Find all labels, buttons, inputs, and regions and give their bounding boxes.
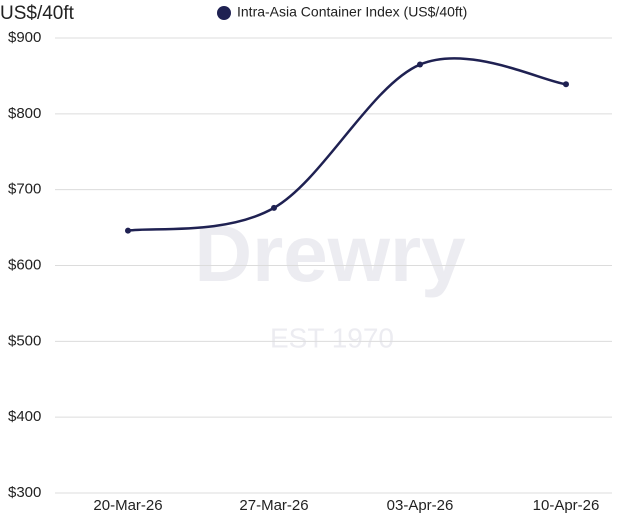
x-tick-label: 27-Mar-26 <box>239 497 308 514</box>
x-tick-label: 10-Apr-26 <box>533 497 600 514</box>
watermark: Drewry <box>194 209 466 298</box>
y-tick-label: $300 <box>8 484 41 501</box>
y-tick-label: $700 <box>8 181 41 198</box>
y-tick-label: $400 <box>8 408 41 425</box>
y-tick-label: $600 <box>8 256 41 273</box>
y-tick-label: $500 <box>8 332 41 349</box>
point <box>125 227 131 234</box>
y-tick-label: $800 <box>8 105 41 122</box>
point <box>563 81 569 88</box>
point <box>271 204 277 211</box>
legend-label: Intra-Asia Container Index (US$/40ft) <box>237 4 467 20</box>
watermark-subtitle: EST 1970 <box>270 322 394 353</box>
point <box>417 61 423 68</box>
y-axis-label: US$/40ft <box>0 3 75 24</box>
x-tick-label: 03-Apr-26 <box>387 497 454 514</box>
y-tick-label: $900 <box>8 29 41 46</box>
x-tick-label: 20-Mar-26 <box>93 497 162 514</box>
line <box>127 57 567 232</box>
legend-marker <box>217 6 231 20</box>
